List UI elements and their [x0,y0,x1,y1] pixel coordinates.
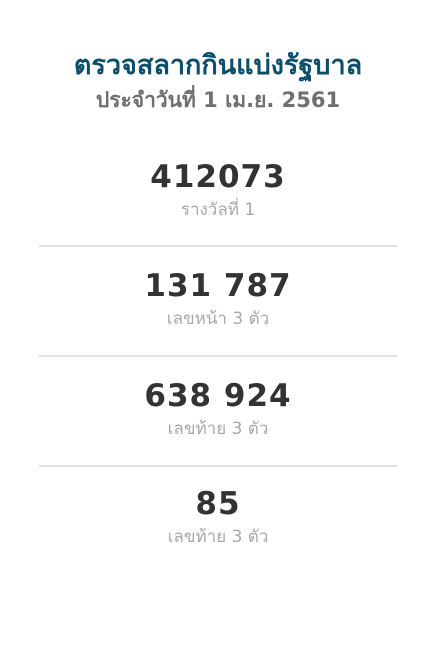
prize-number: 638 924 [144,378,292,414]
draw-date: ประจำวันที่ 1 เม.ย. 2561 [95,88,341,112]
prize-label: เลขท้าย 3 ตัว [167,419,269,439]
prize-number: 85 [195,486,241,522]
prize-number: 131 787 [144,268,292,304]
prize-list: 412073 รางวัลที่ 1 131 787 เลขหน้า 3 ตัว… [0,158,436,575]
page-title: ตรวจสลากกินแบ่งรัฐบาล [73,50,363,81]
prize-last-two: 85 เลขท้าย 3 ตัว [39,467,397,575]
header: ตรวจสลากกินแบ่งรัฐบาล ประจำวันที่ 1 เม.ย… [0,0,436,114]
divider [39,245,397,247]
divider [39,465,397,467]
prize-front-three: 131 787 เลขหน้า 3 ตัว [39,247,397,355]
prize-label: เลขท้าย 3 ตัว [167,527,269,547]
divider [39,355,397,357]
prize-number: 412073 [150,159,286,195]
prize-first: 412073 รางวัลที่ 1 [39,158,397,245]
prize-label: รางวัลที่ 1 [180,200,256,220]
prize-last-three: 638 924 เลขท้าย 3 ตัว [39,357,397,465]
prize-label: เลขหน้า 3 ตัว [166,309,270,329]
